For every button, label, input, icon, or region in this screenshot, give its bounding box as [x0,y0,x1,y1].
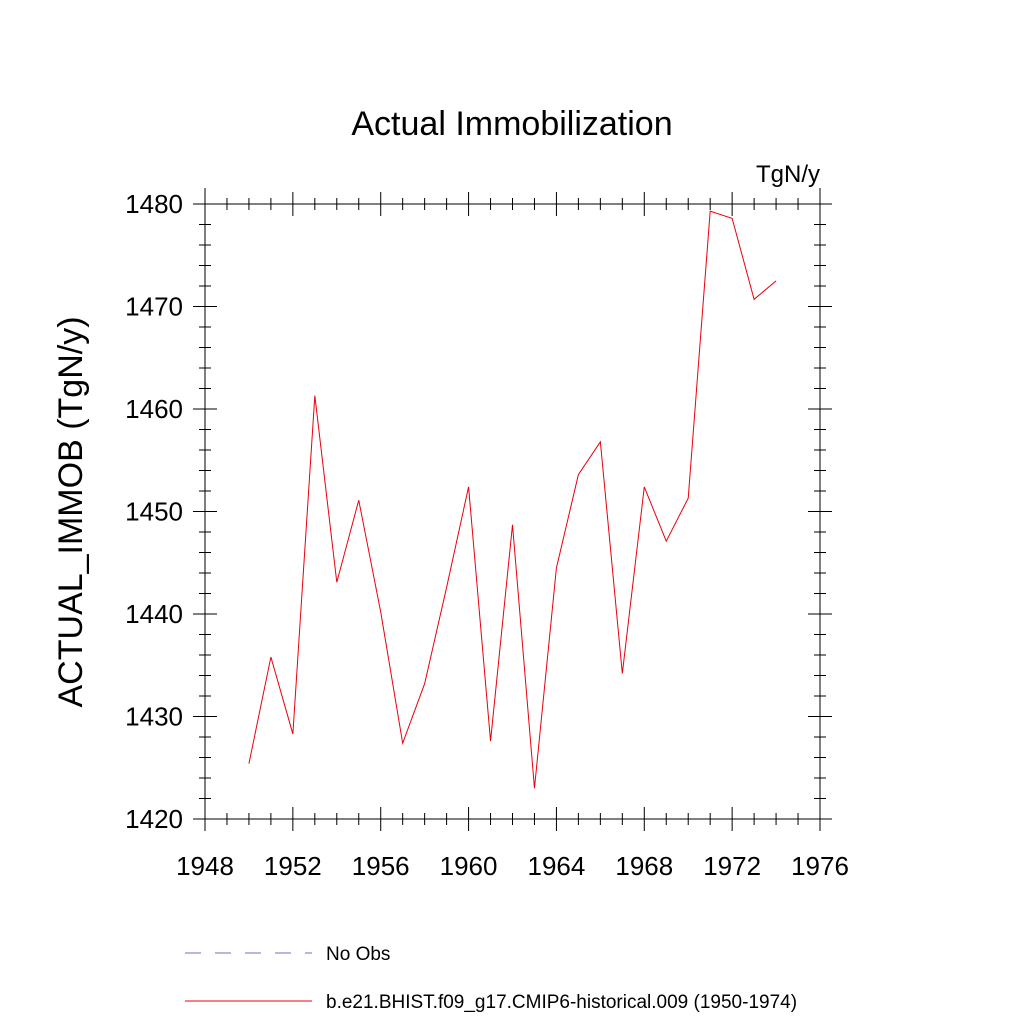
y-tick-label: 1470 [125,292,183,322]
y-tick-label: 1460 [125,394,183,424]
major-ticks [193,188,832,831]
y-tick-label: 1440 [125,599,183,629]
x-tick-label: 1960 [440,851,498,881]
series-line-0 [248,210,777,789]
y-tick-label: 1420 [125,804,183,834]
minor-ticks [199,198,826,825]
series-group [248,210,777,789]
x-tick-label: 1948 [176,851,234,881]
x-tick-label: 1976 [791,851,849,881]
y-axis-label: ACTUAL_IMMOB (TgN/y) [52,316,90,707]
x-tick-label: 1952 [264,851,322,881]
x-tick-label: 1968 [615,851,673,881]
legend-label-no-obs: No Obs [326,944,390,965]
y-tick-labels: 1420 1430 1440 1450 1460 1470 1480 [125,189,183,834]
units-label: TgN/y [756,161,820,188]
x-tick-label: 1956 [352,851,410,881]
x-tick-label: 1972 [703,851,761,881]
y-tick-label: 1430 [125,702,183,732]
plot-frame [204,203,821,820]
x-tick-label: 1964 [528,851,586,881]
legend-label-historical: b.e21.BHIST.f09_g17.CMIP6-historical.009… [326,992,797,1013]
y-tick-label: 1450 [125,497,183,527]
y-tick-label: 1480 [125,189,183,219]
legend: No Obs b.e21.BHIST.f09_g17.CMIP6-histori… [185,944,797,1013]
chart-title: Actual Immobilization [351,105,672,143]
x-tick-labels: 1948 1952 1956 1960 1964 1968 1972 1976 [176,851,849,881]
